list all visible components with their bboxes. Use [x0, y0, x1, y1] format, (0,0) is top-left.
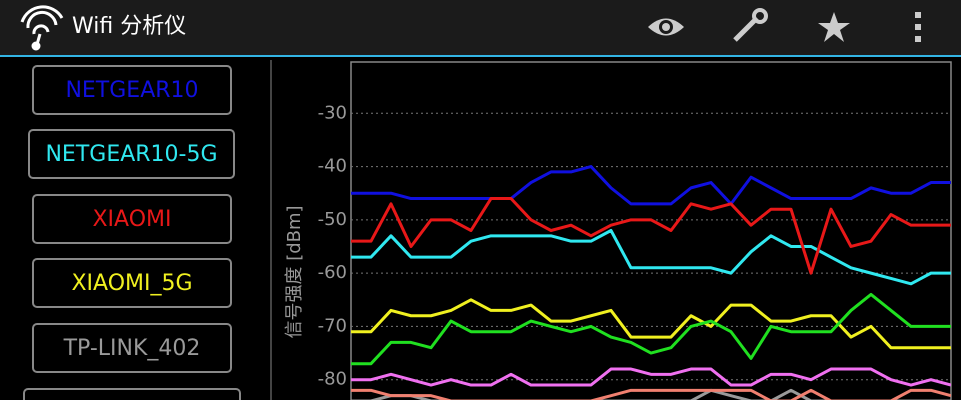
network-button[interactable]	[32, 323, 232, 373]
signal-line	[351, 388, 951, 400]
network-name: XIAOMI	[92, 207, 171, 232]
network-button[interactable]	[28, 129, 235, 179]
signal-line	[351, 292, 951, 366]
signal-line	[351, 367, 951, 387]
overflow-menu[interactable]	[915, 12, 921, 42]
app-bar	[0, 0, 961, 55]
signal-line	[351, 197, 951, 275]
signal-line	[351, 165, 951, 206]
settings-button[interactable]	[733, 8, 768, 42]
network-button[interactable]	[23, 388, 241, 400]
y-tick-label: -80	[318, 369, 347, 390]
network-name: XIAOMI_5G	[71, 271, 192, 296]
y-tick-label: -30	[318, 102, 347, 123]
network-name: TP-LINK_402	[63, 336, 201, 361]
y-tick-label: -50	[318, 209, 347, 230]
app-bar-divider	[0, 55, 961, 57]
favorite-button[interactable]	[818, 12, 850, 42]
app-title: Wifi 分析仪	[72, 14, 186, 39]
signal-line	[351, 298, 951, 350]
signal-line	[351, 229, 951, 286]
y-tick-label: -60	[318, 262, 347, 283]
eye-button[interactable]	[648, 18, 684, 36]
network-button[interactable]	[32, 65, 232, 115]
network-name: NETGEAR10-5G	[45, 142, 217, 167]
y-tick-label: -40	[318, 156, 347, 177]
network-button[interactable]	[32, 194, 232, 244]
y-axis-label: 信号强度 [dBm]	[284, 205, 305, 338]
plot-lines	[351, 165, 951, 400]
wifi-icon	[20, 5, 64, 51]
network-name: NETGEAR10	[65, 78, 198, 103]
plot-frame	[350, 61, 952, 400]
network-button[interactable]	[32, 258, 232, 308]
y-tick-label: -70	[318, 315, 347, 336]
